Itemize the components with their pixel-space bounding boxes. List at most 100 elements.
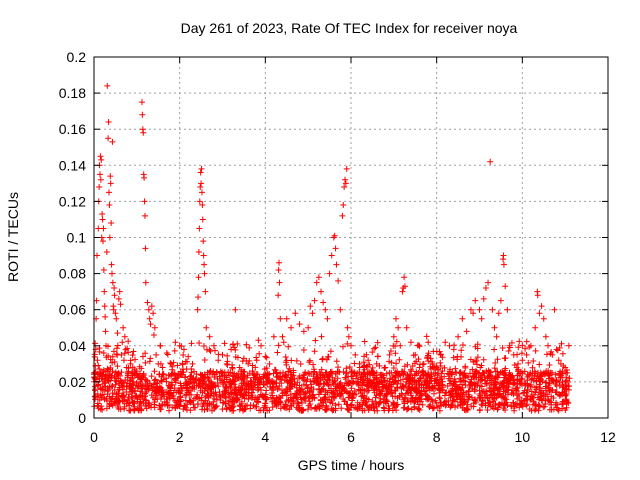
data-point [331,232,338,239]
data-point [139,111,146,118]
data-point [331,394,338,401]
data-point [470,310,477,317]
data-point [197,169,204,176]
data-point [233,372,240,379]
data-point [232,306,239,313]
data-point [360,380,367,387]
data-point [289,376,296,383]
data-point [145,306,152,313]
data-point [142,390,149,397]
data-point [308,381,315,388]
data-point [310,368,317,375]
data-point [176,388,183,395]
data-point [309,310,316,317]
data-point [432,385,439,392]
data-point [195,248,202,255]
data-point [384,378,391,385]
data-point [105,387,112,394]
data-point [518,350,525,357]
data-point [435,370,442,377]
data-point [525,359,532,366]
data-point [344,401,351,408]
data-point [476,395,483,402]
data-point [296,389,303,396]
data-point [312,337,319,344]
data-point [130,403,137,410]
data-point [153,351,160,358]
data-point [283,315,290,322]
data-point [394,372,401,379]
data-point [228,380,235,387]
data-point [430,348,437,355]
data-point [341,183,348,190]
data-point [198,394,205,401]
data-point [357,387,364,394]
chart-title: Day 261 of 2023, Rate Of TEC Index for r… [181,20,518,36]
data-point [473,357,480,364]
data-point [562,398,569,405]
data-point [400,405,407,412]
data-point [112,310,119,317]
data-point [335,401,342,408]
data-point [427,401,434,408]
data-point [152,376,159,383]
data-point [200,342,207,349]
data-point [228,346,235,353]
x-tick-label: 6 [347,429,355,445]
data-point [282,353,289,360]
data-point [225,369,232,376]
data-point [142,359,149,366]
data-point [198,165,205,172]
data-point [190,379,197,386]
y-tick-label: 0.1 [67,230,87,246]
data-point [221,393,228,400]
data-point [94,357,101,364]
data-point [171,376,178,383]
data-point [345,333,352,340]
data-point [472,297,479,304]
data-point [566,375,573,382]
data-point [215,383,222,390]
data-point [556,370,563,377]
data-point [477,394,484,401]
data-point [536,361,543,368]
data-point [191,368,198,375]
data-point [134,374,141,381]
data-point [99,238,106,245]
data-point [563,383,570,390]
data-point [157,395,164,402]
data-point [417,374,424,381]
data-point [443,389,450,396]
data-point [258,342,265,349]
data-point [256,350,263,357]
data-point [91,383,98,390]
data-point [97,176,104,183]
data-point [309,394,316,401]
data-point [247,384,254,391]
data-point [351,360,358,367]
data-point [219,369,226,376]
data-point [278,380,285,387]
data-point [184,389,191,396]
data-point [229,365,236,372]
data-point [503,399,510,406]
data-point [302,389,309,396]
data-point [543,351,550,358]
data-point [169,404,176,411]
data-point [195,294,202,301]
data-point [487,399,494,406]
data-point [137,388,144,395]
data-point [339,343,346,350]
data-point [277,395,284,402]
data-point [107,173,114,180]
data-point [470,358,477,365]
data-point [101,303,108,310]
data-point [215,357,222,364]
data-point [204,400,211,407]
data-point [200,238,207,245]
data-point [540,390,547,397]
data-point [524,380,531,387]
data-point [480,397,487,404]
data-point [143,377,150,384]
data-point [373,369,380,376]
